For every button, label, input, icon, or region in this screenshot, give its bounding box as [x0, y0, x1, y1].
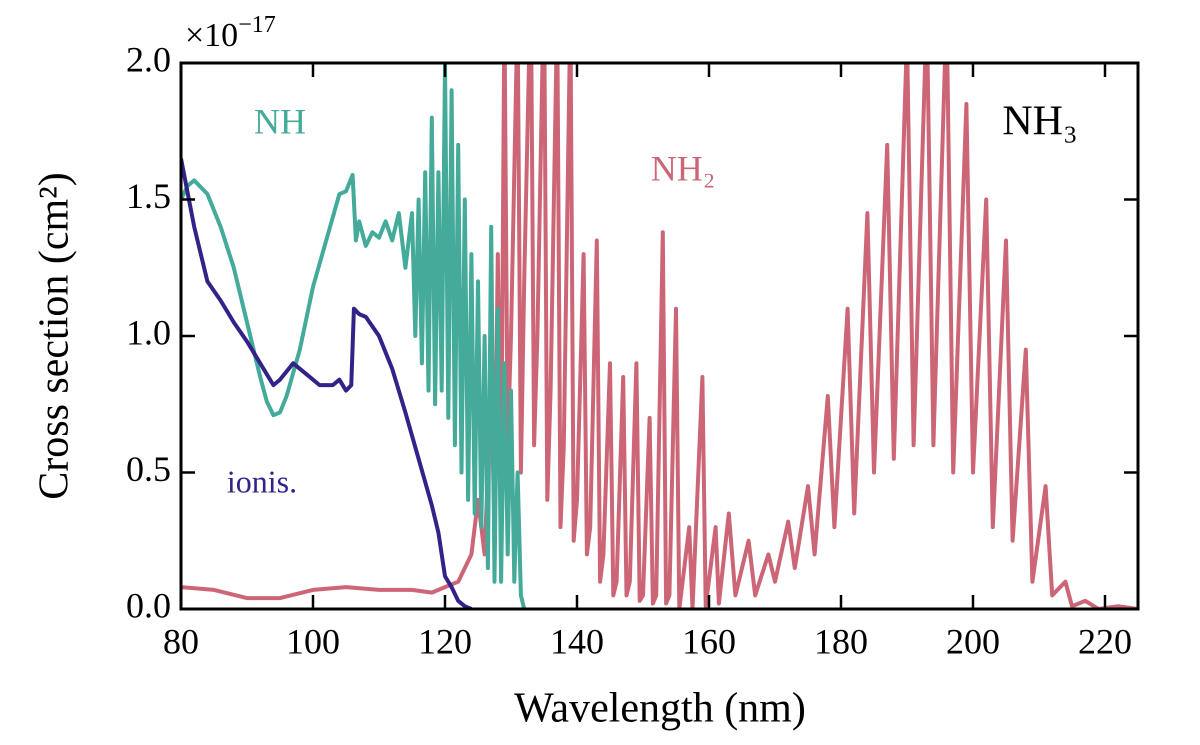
series-line [181, 158, 473, 609]
x-tick-label: 200 [946, 621, 1000, 661]
annotation: NH₃ [1002, 99, 1077, 145]
x-tick-label: 160 [682, 621, 736, 661]
x-tick-label: 120 [418, 621, 472, 661]
plot-lines [181, 63, 1138, 609]
offset-text: ×10−17 [185, 12, 276, 54]
annotation: NH [254, 101, 306, 141]
y-tick-label: 2.0 [126, 39, 171, 79]
y-axis-label: Cross section (cm²) [32, 172, 78, 500]
x-tick-label: 140 [550, 621, 604, 661]
annotation: ionis. [227, 463, 297, 499]
plot-frame [179, 61, 1140, 611]
series-line [181, 63, 1138, 609]
y-tick-label: 1.0 [126, 312, 171, 352]
y-tick-label: 1.5 [126, 176, 171, 216]
annotation: NH₂ [651, 148, 716, 188]
series-line [181, 63, 527, 609]
offset-base: ×10 [185, 17, 238, 54]
y-tick-label: 0.5 [126, 449, 171, 489]
offset-exponent: −17 [238, 12, 276, 38]
y-tick-label: 0.0 [126, 585, 171, 625]
x-axis-label: Wavelength (nm) [514, 686, 806, 732]
x-tick-label: 180 [814, 621, 868, 661]
x-tick-label: 80 [163, 621, 199, 661]
x-tick-label: 100 [286, 621, 340, 661]
x-tick-label: 220 [1078, 621, 1132, 661]
